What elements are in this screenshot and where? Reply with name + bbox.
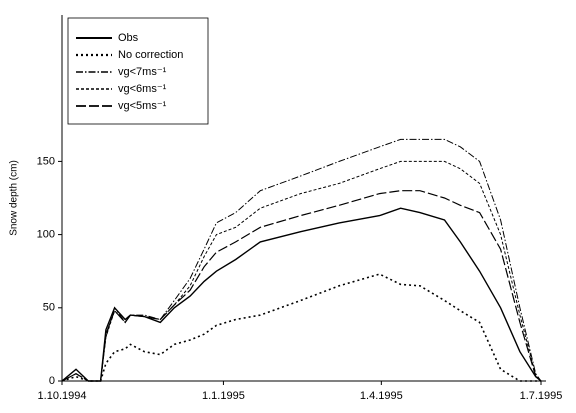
y-tick-label: 150: [37, 155, 55, 167]
y-axis-label: Snow depth (cm): [9, 160, 20, 236]
y-tick-label: 100: [37, 229, 55, 241]
series-line: [61, 207, 542, 382]
legend-label: vg<6ms⁻¹: [118, 83, 167, 95]
x-tick-label: 1.4.1995: [360, 390, 403, 402]
x-tick-label: 1.1.1995: [202, 390, 245, 402]
legend-label: No correction: [118, 49, 183, 61]
series-line: [61, 160, 542, 382]
legend-label: Obs: [118, 32, 139, 44]
x-tick-label: 1.10.1994: [38, 390, 87, 402]
legend-label: vg<5ms⁻¹: [118, 100, 167, 112]
y-tick-label: 50: [43, 302, 55, 314]
legend-label: vg<7ms⁻¹: [118, 66, 167, 78]
series-line: [61, 273, 541, 382]
series-line: [61, 190, 542, 382]
y-tick-label: 0: [49, 375, 55, 387]
series-line: [61, 138, 542, 382]
x-tick-label: 1.7.1995: [520, 390, 563, 402]
